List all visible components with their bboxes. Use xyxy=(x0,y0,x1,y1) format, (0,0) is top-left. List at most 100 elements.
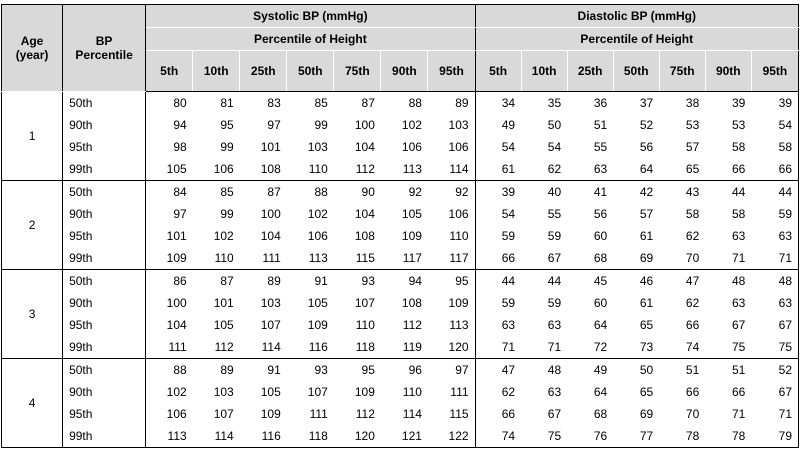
diastolic-value-cell: 54 xyxy=(501,207,516,221)
diastolic-value-cell: 63 xyxy=(731,229,746,243)
systolic-value-cell: 99 xyxy=(220,140,234,154)
systolic-value-cell: 104 xyxy=(354,140,375,154)
table-row: 4 50th 88 89 91 93 95 96 97 47 48 49 50 51 51 52 xyxy=(0,358,800,448)
systolic-value-cell: 101 xyxy=(260,140,281,154)
bp-percentile-header: BP Percentile xyxy=(62,4,147,92)
diastolic-value-cell: 62 xyxy=(685,296,700,310)
diastolic-value-cell: 65 xyxy=(685,162,700,176)
systolic-value-cell: 102 xyxy=(213,229,234,243)
diastolic-value-cell: 59 xyxy=(501,296,516,310)
diastolic-value-cell: 67 xyxy=(547,407,562,421)
diastolic-value-cell: 67 xyxy=(751,314,800,336)
systolic-value-cell: 109 xyxy=(354,385,375,399)
systolic-value-cell: 122 xyxy=(427,425,476,448)
systolic-value-cell: 95 xyxy=(220,118,234,132)
diastolic-value-cell: 64 xyxy=(639,162,654,176)
diastolic-value-cell: 71 xyxy=(731,251,746,265)
systolic-value-cell: 102 xyxy=(307,207,328,221)
systolic-value-cell: 108 xyxy=(401,296,422,310)
systolic-col-header: 90th xyxy=(380,50,429,92)
systolic-value-cell: 107 xyxy=(354,296,375,310)
systolic-value-cell: 113 xyxy=(308,251,328,265)
systolic-value-cell: 94 xyxy=(380,269,428,292)
diastolic-value-cell: 67 xyxy=(751,381,800,403)
systolic-value-cell: 103 xyxy=(260,296,281,310)
systolic-value-cell: 114 xyxy=(427,158,476,181)
systolic-value-cell: 105 xyxy=(260,385,281,399)
diastolic-value-cell: 74 xyxy=(685,340,700,354)
systolic-col-header: 95th xyxy=(427,50,476,92)
systolic-value-cell: 89 xyxy=(427,91,476,114)
systolic-value-cell: 97 xyxy=(173,207,187,221)
systolic-value-cell: 90 xyxy=(333,180,381,203)
diastolic-value-cell: 66 xyxy=(751,158,800,181)
diastolic-value-cell: 44 xyxy=(521,269,568,292)
systolic-value-cell: 98 xyxy=(173,140,187,154)
systolic-value-cell: 116 xyxy=(239,425,287,448)
diastolic-value-cell: 67 xyxy=(547,251,562,265)
diastolic-value-cell: 37 xyxy=(613,91,660,114)
systolic-value-cell: 86 xyxy=(145,269,193,292)
systolic-value-cell: 87 xyxy=(239,180,287,203)
diastolic-value-cell: 58 xyxy=(731,140,746,154)
systolic-value-cell: 91 xyxy=(239,358,287,381)
systolic-value-cell: 107 xyxy=(260,318,281,332)
systolic-value-cell: 84 xyxy=(145,180,193,203)
systolic-value-cell: 95 xyxy=(333,358,381,381)
diastolic-value-cell: 75 xyxy=(521,425,568,448)
diastolic-value-cell: 43 xyxy=(659,180,706,203)
diastolic-col-header: 75th xyxy=(658,50,706,92)
diastolic-value-cell: 59 xyxy=(751,203,800,225)
diastolic-value-cell: 55 xyxy=(593,140,608,154)
systolic-col-header: 25th xyxy=(239,50,288,92)
diastolic-value-cell: 69 xyxy=(639,407,654,421)
diastolic-value-cell: 62 xyxy=(501,385,516,399)
systolic-value-cell: 110 xyxy=(402,385,422,399)
diastolic-value-cell: 51 xyxy=(705,358,752,381)
table-row: 99th 105 106 108 110 112 113 114 61 62 63 64 65 66 66 xyxy=(2,158,800,181)
systolic-col-header: 5th xyxy=(145,50,194,92)
diastolic-value-cell: 57 xyxy=(685,140,700,154)
diastolic-value-cell: 68 xyxy=(593,251,608,265)
systolic-value-cell: 93 xyxy=(286,358,334,381)
systolic-value-cell: 85 xyxy=(286,91,334,114)
diastolic-value-cell: 54 xyxy=(751,114,800,136)
systolic-value-cell: 120 xyxy=(427,336,476,359)
systolic-value-cell: 118 xyxy=(355,340,375,354)
systolic-value-cell: 89 xyxy=(239,269,287,292)
diastolic-value-cell: 63 xyxy=(731,296,746,310)
systolic-value-cell: 97 xyxy=(427,358,476,381)
diastolic-value-cell: 57 xyxy=(639,207,654,221)
systolic-col-header: 75th xyxy=(333,50,382,92)
diastolic-value-cell: 50 xyxy=(547,118,562,132)
systolic-value-cell: 106 xyxy=(427,203,476,225)
systolic-value-cell: 100 xyxy=(166,296,187,310)
systolic-value-cell: 102 xyxy=(401,118,422,132)
diastolic-value-cell: 48 xyxy=(521,358,568,381)
diastolic-value-cell: 63 xyxy=(501,318,516,332)
systolic-value-cell: 103 xyxy=(213,385,234,399)
diastolic-value-cell: 64 xyxy=(593,385,608,399)
diastolic-value-cell: 66 xyxy=(731,162,746,176)
diastolic-value-cell: 40 xyxy=(521,180,568,203)
diastolic-col-header: 10th xyxy=(520,50,568,92)
age-header: Age (year) xyxy=(0,4,64,92)
systolic-value-cell: 92 xyxy=(427,180,476,203)
systolic-value-cell: 111 xyxy=(168,340,187,354)
diastolic-value-cell: 36 xyxy=(567,91,614,114)
systolic-value-cell: 108 xyxy=(354,229,375,243)
diastolic-value-cell: 71 xyxy=(751,403,800,425)
diastolic-value-cell: 63 xyxy=(547,318,562,332)
bp-percentile-table: Age (year) BP Percentile Systolic BP (mm… xyxy=(0,4,800,448)
systolic-value-cell: 104 xyxy=(354,207,375,221)
diastolic-value-cell: 47 xyxy=(659,269,706,292)
systolic-value-cell: 101 xyxy=(213,296,234,310)
systolic-value-cell: 109 xyxy=(401,229,422,243)
diastolic-value-cell: 39 xyxy=(475,180,522,203)
systolic-value-cell: 104 xyxy=(260,229,281,243)
table-row: 90th 100 101 103 105 107 108 109 59 59 60 61 62 63 63 xyxy=(2,292,800,314)
systolic-value-cell: 101 xyxy=(166,229,187,243)
bp-percentile-cell: 95th xyxy=(62,314,147,336)
systolic-value-cell: 110 xyxy=(427,225,476,247)
diastolic-value-cell: 77 xyxy=(613,425,660,448)
